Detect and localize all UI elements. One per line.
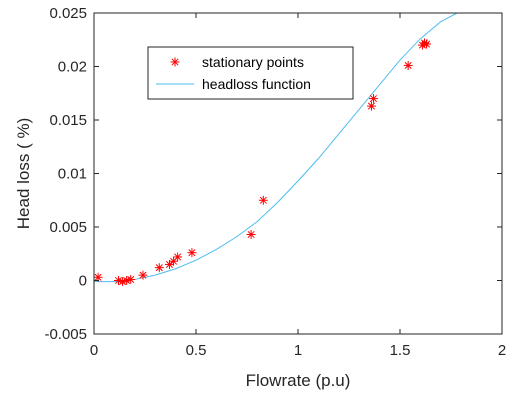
x-tick-label: 1.5 bbox=[390, 342, 411, 359]
y-tick-label: 0.01 bbox=[58, 166, 87, 183]
stationary-point-marker bbox=[126, 274, 136, 284]
x-tick-label: 0.5 bbox=[186, 342, 207, 359]
legend-label-headloss-function: headloss function bbox=[202, 76, 311, 92]
y-tick-label: 0.025 bbox=[49, 5, 87, 22]
stationary-point-marker bbox=[403, 60, 413, 70]
y-tick-label: -0.005 bbox=[44, 326, 87, 343]
y-tick-label: 0.015 bbox=[49, 112, 87, 129]
stationary-point-marker bbox=[368, 94, 378, 104]
legend-entry-headloss-function: headloss function bbox=[156, 76, 311, 92]
y-tick-label: 0.005 bbox=[49, 219, 87, 236]
x-tick-label: 0 bbox=[90, 342, 98, 359]
legend: stationary points headloss function bbox=[147, 46, 354, 100]
stationary-point-marker bbox=[138, 270, 148, 280]
x-tick-label: 2 bbox=[498, 342, 506, 359]
legend-box bbox=[147, 46, 354, 100]
stationary-point-marker bbox=[246, 229, 256, 239]
y-tick-label: 0 bbox=[79, 273, 87, 290]
legend-label-stationary-points: stationary points bbox=[202, 54, 304, 70]
stationary-point-marker bbox=[422, 39, 432, 49]
stationary-point-marker bbox=[164, 259, 174, 269]
y-axis-label: Head loss ( %) bbox=[14, 118, 33, 229]
headloss-function-line bbox=[94, 13, 458, 283]
legend-asterisk-marker bbox=[170, 57, 180, 67]
stationary-point-marker bbox=[187, 248, 197, 258]
stationary-point-marker bbox=[258, 195, 268, 205]
stationary-point-marker bbox=[154, 263, 164, 273]
legend-entry-stationary-points: stationary points bbox=[170, 54, 304, 70]
x-axis-label: Flowrate (p.u) bbox=[246, 371, 351, 390]
stationary-point-marker bbox=[173, 252, 183, 262]
y-tick-label: 0.02 bbox=[58, 59, 87, 76]
series-layer bbox=[93, 13, 458, 287]
x-tick-label: 1 bbox=[294, 342, 302, 359]
stationary-point-marker bbox=[366, 101, 376, 111]
